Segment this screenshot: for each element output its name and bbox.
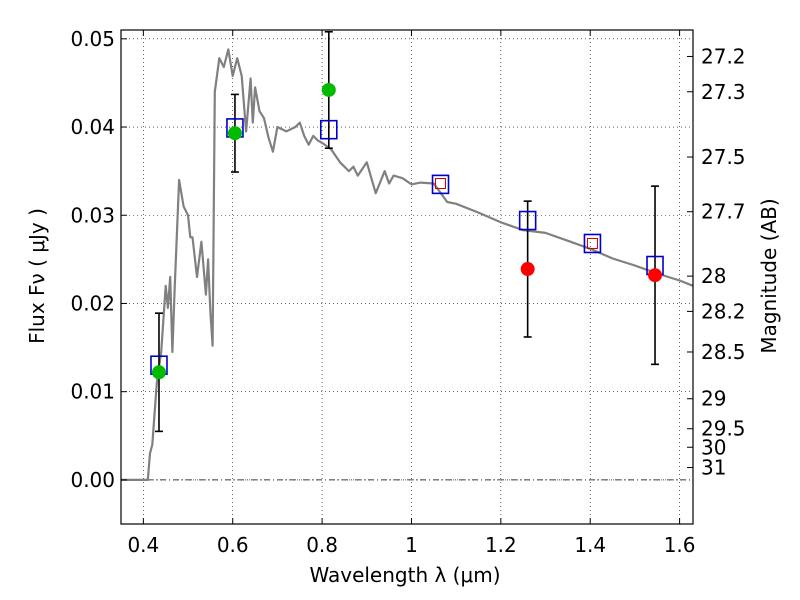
model-point-square bbox=[583, 233, 602, 254]
y-tick-label: 0.03 bbox=[70, 203, 115, 227]
y-tick-label: 0.01 bbox=[70, 380, 115, 404]
mag-tick-label: 28.2 bbox=[701, 299, 746, 323]
model-spectrum bbox=[121, 48, 694, 481]
mag-tick-label: 27.5 bbox=[701, 145, 746, 169]
detection-point bbox=[321, 82, 336, 97]
x-tick-label: 0.6 bbox=[217, 533, 249, 557]
grid bbox=[121, 30, 693, 524]
mag-tick-label: 27.3 bbox=[701, 80, 746, 104]
detection-point bbox=[227, 126, 242, 141]
y-tick-label: 0.00 bbox=[70, 468, 115, 492]
mag-tick-label: 29.5 bbox=[701, 417, 746, 441]
mag-tick-label: 31 bbox=[701, 456, 726, 480]
synthetic-point-square bbox=[435, 177, 447, 189]
x-tick-label: 1.6 bbox=[664, 533, 696, 557]
mag-tick-label: 28 bbox=[701, 264, 726, 288]
y-tick-label: 0.05 bbox=[70, 27, 115, 51]
x-tick-label: 1.4 bbox=[574, 533, 606, 557]
plot-frame bbox=[120, 29, 694, 525]
model-point-square bbox=[431, 174, 450, 195]
mag-tick-label: 30 bbox=[701, 435, 726, 459]
x-tick-label: 0.4 bbox=[127, 533, 159, 557]
y-tick-label: 0.04 bbox=[70, 115, 115, 139]
y-tick-label: 0.02 bbox=[70, 291, 115, 315]
upper-limit-point bbox=[520, 262, 535, 277]
mag-tick-label: 29 bbox=[701, 387, 726, 411]
right-axis-label: Magnitude (AB) bbox=[757, 198, 781, 353]
x-axis-label: Wavelength λ (μm) bbox=[309, 563, 500, 587]
mag-tick-label: 27.2 bbox=[701, 44, 746, 68]
model-point-square bbox=[518, 210, 537, 231]
x-tick-label: 0.8 bbox=[306, 533, 338, 557]
model-spectrum-line bbox=[121, 48, 694, 481]
mag-tick-label: 27.7 bbox=[701, 200, 746, 224]
mag-tick-label: 28.5 bbox=[701, 340, 746, 364]
y-axis-label: Flux Fν ( μJy ) bbox=[25, 208, 49, 344]
x-tick-label: 1 bbox=[405, 533, 418, 557]
upper-limit-point bbox=[648, 268, 663, 283]
synthetic-point-square bbox=[586, 237, 598, 249]
ticks: 0.4 0.6 0.8 1 1.2 1.4 1.6 0.00 0.01 0.02 0.03 0.04 0… bbox=[70, 27, 745, 557]
detection-point bbox=[151, 365, 166, 380]
markers bbox=[150, 82, 664, 380]
x-tick-label: 1.2 bbox=[485, 533, 517, 557]
model-point-square bbox=[319, 119, 338, 140]
